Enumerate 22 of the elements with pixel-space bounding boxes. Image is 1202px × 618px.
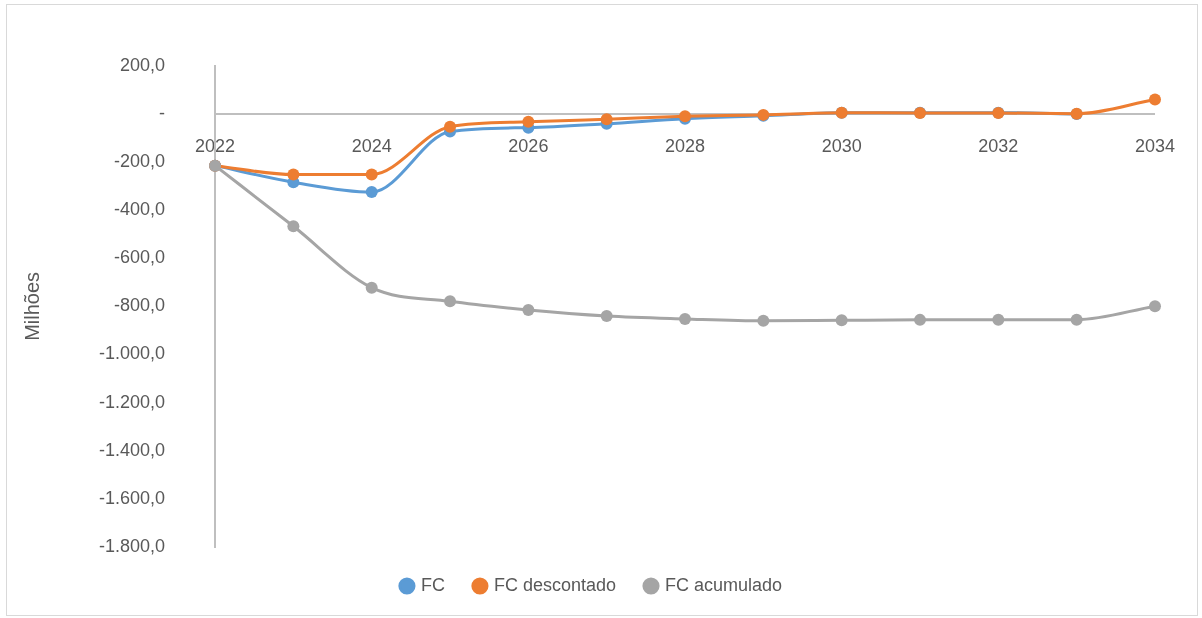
y-tick-label: -1.200,0 [98,391,166,412]
legend-label: FC [420,574,445,595]
legend-label: FC descontado [493,574,617,595]
x-tick-label: 2022 [195,135,236,156]
y-tick-label: - [159,102,166,123]
y-tick-label: -600,0 [114,247,166,268]
x-tick-label: 2030 [821,135,862,156]
x-tick-label: 2026 [508,135,549,156]
y-tick-label: -800,0 [114,295,166,316]
y-axis-title: Milhões [20,271,43,341]
x-tick-label: 2024 [351,135,392,156]
legend-label: FC acumulado [665,574,783,595]
y-tick-label: -400,0 [114,199,166,220]
y-tick-label: -1.400,0 [98,439,166,460]
y-tick-label: -1.600,0 [98,487,166,508]
y-tick-label: 200,0 [120,54,166,75]
y-tick-label: -1.000,0 [98,343,166,364]
y-tick-label: -200,0 [114,151,166,172]
y-tick-label: -1.800,0 [98,535,166,556]
x-tick-label: 2034 [1134,135,1175,156]
x-tick-label: 2028 [664,135,706,156]
x-tick-label: 2032 [978,135,1019,156]
